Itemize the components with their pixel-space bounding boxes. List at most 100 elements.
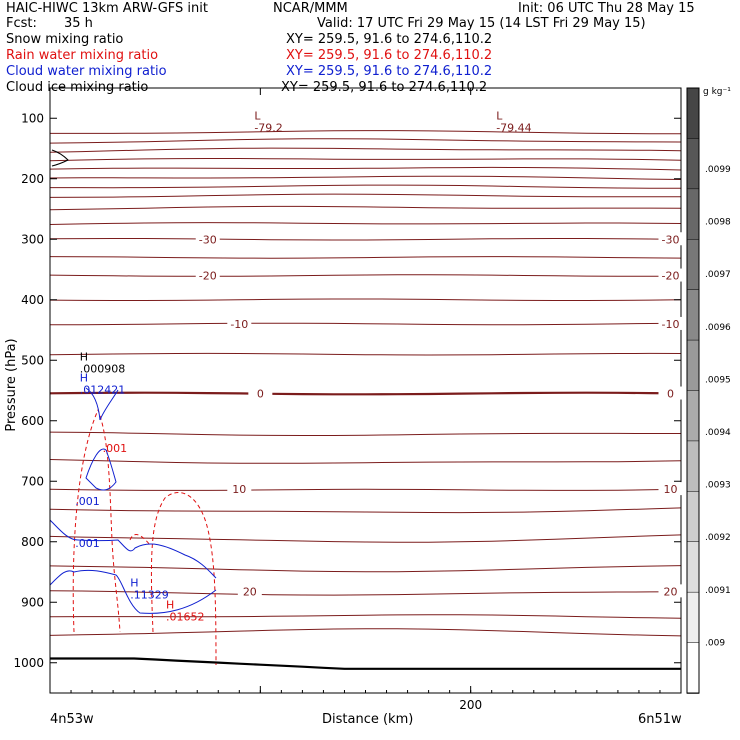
isotherm-200 bbox=[49, 175, 682, 180]
cloudwater-contour-2 bbox=[49, 519, 217, 579]
isotherm-882 bbox=[49, 590, 682, 596]
isotherm-label-bg bbox=[658, 268, 683, 282]
isotherm-555 bbox=[49, 391, 682, 396]
colorbar-swatch-9 bbox=[686, 541, 700, 593]
fcst-value: 35 h bbox=[64, 16, 93, 31]
extremum-value-1: -79.44 bbox=[496, 122, 531, 135]
rain-contour-1 bbox=[129, 534, 151, 546]
field-xy-cloudwater: XY= 259.5, 91.6 to 274.6,110.2 bbox=[286, 64, 493, 79]
isotherm-155 bbox=[49, 147, 682, 153]
isotherm-label-bg bbox=[658, 386, 683, 400]
field-label-1: .001 bbox=[75, 495, 100, 508]
extremum-kind-5: H bbox=[166, 598, 174, 611]
isotherm-label--30: -30 bbox=[661, 233, 679, 246]
isotherm-label-bg bbox=[658, 482, 683, 496]
y-tick-label-500: 500 bbox=[21, 353, 44, 367]
colorbar-tick-5: .0094 bbox=[705, 428, 731, 438]
terrain-line bbox=[50, 657, 681, 670]
right-endpoint: 6n51w bbox=[638, 712, 682, 727]
colorbar-tick-1: .0098 bbox=[705, 218, 731, 228]
x-axis-label: Distance (km) bbox=[322, 712, 414, 727]
isotherm-140 bbox=[49, 138, 682, 144]
y-tick-label-700: 700 bbox=[21, 474, 44, 488]
isotherm-label-bg bbox=[195, 232, 220, 246]
extremum-value-4: .11329 bbox=[130, 589, 169, 602]
model-title: HAIC-HIWC 13km ARW-GFS init bbox=[6, 1, 208, 16]
isotherm-label--20: -20 bbox=[661, 270, 679, 283]
extremum-value-3: .012421 bbox=[80, 383, 126, 396]
colorbar-swatch-2 bbox=[686, 188, 700, 240]
valid-time: Valid: 17 UTC Fri 29 May 15 (14 LST Fri … bbox=[317, 16, 646, 31]
isotherm-713 bbox=[49, 488, 682, 491]
left-endpoint: 4n53w bbox=[50, 712, 94, 727]
isotherm-label-bg bbox=[658, 316, 683, 330]
colorbar-tick-7: .0092 bbox=[705, 533, 731, 543]
isotherm-label-0: 0 bbox=[257, 388, 264, 401]
isotherm-745 bbox=[49, 507, 682, 514]
plot-frame bbox=[49, 87, 682, 694]
colorbar-swatch-8 bbox=[686, 491, 700, 543]
field-label-0: .001 bbox=[103, 442, 128, 455]
field-name-rain: Rain water mixing ratio bbox=[6, 48, 159, 63]
isotherm-230 bbox=[49, 193, 681, 198]
field-xy-snow: XY= 259.5, 91.6 to 274.6,110.2 bbox=[286, 32, 493, 47]
isotherm-330 bbox=[49, 256, 682, 259]
extremum-kind-1: L bbox=[496, 110, 503, 123]
isotherm-275 bbox=[49, 222, 682, 225]
isotherm-185 bbox=[49, 166, 682, 171]
y-axis-label: Pressure (hPa) bbox=[4, 338, 19, 432]
field-name-cloudwater: Cloud water mixing ratio bbox=[6, 64, 167, 79]
colorbar-swatch-5 bbox=[686, 339, 700, 392]
colorbar-swatch-3 bbox=[686, 239, 700, 291]
isotherm-170 bbox=[49, 158, 682, 162]
org-label: NCAR/MMM bbox=[273, 1, 348, 16]
isotherm-label-20: 20 bbox=[663, 585, 677, 598]
isotherm-label-bg bbox=[658, 232, 683, 246]
fcst-label: Fcst: bbox=[6, 16, 37, 31]
cloudwater-contour-3 bbox=[49, 569, 217, 614]
isotherm-955 bbox=[49, 628, 682, 637]
colorbar-tick-9: .009 bbox=[705, 638, 725, 648]
colorbar-frame bbox=[686, 87, 700, 694]
isotherm-250 bbox=[49, 205, 682, 211]
isotherm-label-bg bbox=[227, 316, 252, 330]
y-tick-label-600: 600 bbox=[21, 414, 44, 428]
init-time: Init: 06 UTC Thu 28 May 15 bbox=[518, 1, 695, 16]
isotherm-840 bbox=[49, 565, 682, 573]
colorbar-tick-2: .0097 bbox=[705, 270, 731, 280]
isotherm-360 bbox=[49, 274, 682, 277]
isotherm-label-bg bbox=[237, 584, 262, 598]
rain-contour-2 bbox=[150, 492, 217, 666]
cloudwater-contour-0 bbox=[85, 387, 119, 421]
y-tick-label-800: 800 bbox=[21, 535, 44, 549]
isotherm-925 bbox=[49, 614, 682, 619]
colorbar-swatch-10 bbox=[686, 591, 700, 644]
colorbar-tick-0: .0099 bbox=[705, 165, 731, 175]
isotherm-400 bbox=[49, 298, 682, 301]
isotherm-label-bg bbox=[227, 482, 252, 496]
field-name-snow: Snow mixing ratio bbox=[6, 32, 124, 47]
isotherm-125 bbox=[50, 130, 681, 135]
extremum-kind-4: H bbox=[130, 577, 138, 590]
extremum-value-5: .01652 bbox=[166, 610, 205, 623]
isotherm-label-20: 20 bbox=[243, 585, 257, 598]
field-xy-rain: XY= 259.5, 91.6 to 274.6,110.2 bbox=[286, 48, 493, 63]
y-tick-label-1000: 1000 bbox=[13, 656, 44, 670]
isotherm-620 bbox=[49, 431, 681, 436]
colorbar-swatch-1 bbox=[686, 138, 700, 190]
extremum-kind-2: H bbox=[80, 350, 88, 363]
extremum-kind-0: L bbox=[254, 110, 261, 123]
colorbar-swatch-0 bbox=[686, 87, 700, 140]
rain-contour-0 bbox=[72, 408, 121, 633]
x-tick-label-200: 200 bbox=[459, 698, 482, 712]
isotherm-label-10: 10 bbox=[663, 483, 677, 496]
isotherm-label--10: -10 bbox=[230, 318, 248, 331]
isotherm-label-0: 0 bbox=[667, 388, 674, 401]
isotherm-label-10: 10 bbox=[232, 483, 246, 496]
hydrometeor-contours bbox=[49, 149, 217, 666]
field-label-2: .001 bbox=[75, 537, 100, 550]
isotherm-440 bbox=[50, 322, 682, 326]
cloudwater-contour-1 bbox=[85, 448, 117, 491]
colorbar-unit: g kg⁻¹ bbox=[703, 87, 731, 97]
